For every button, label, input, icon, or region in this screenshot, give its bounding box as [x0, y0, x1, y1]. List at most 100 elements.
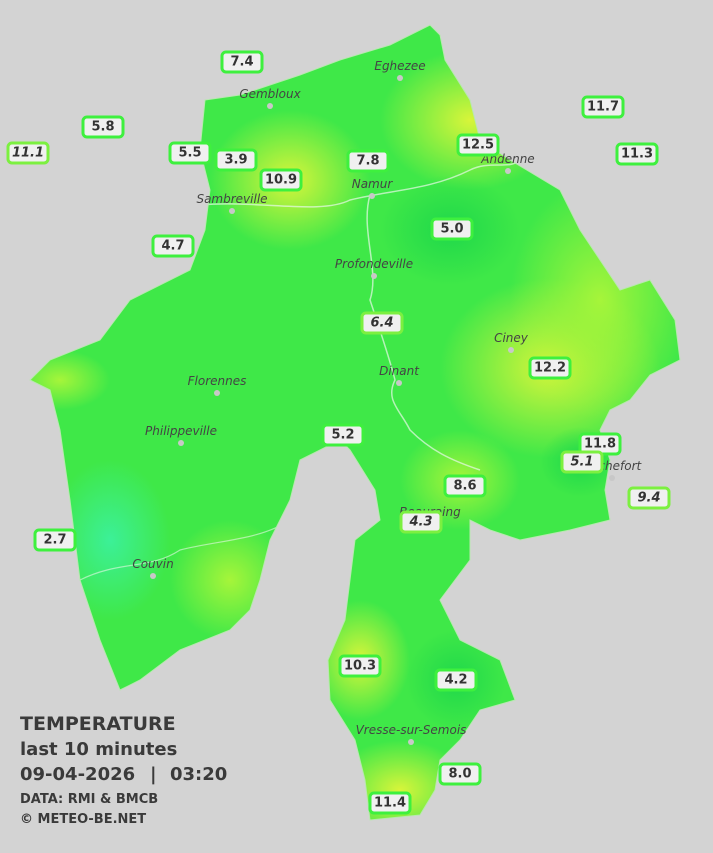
- station-box: [321, 423, 365, 447]
- station: 11.1: [6, 141, 50, 165]
- station-box: [368, 791, 412, 815]
- station-value: 5.5: [178, 146, 201, 161]
- station-value: 7.4: [230, 55, 253, 70]
- station-value: 5.8: [91, 120, 114, 135]
- city-dot: [267, 103, 273, 109]
- station-box: [581, 95, 625, 119]
- station-value: 2.7: [43, 533, 66, 548]
- legend: TEMPERATURE last 10 minutes 09-04-2026 |…: [20, 713, 227, 827]
- station-value: 11.3: [621, 147, 653, 162]
- city-label: Profondeville: [335, 257, 413, 271]
- city-label: Vresse-sur-Semois: [356, 723, 467, 737]
- station: 7.8: [346, 149, 390, 173]
- city-label: Namur: [352, 177, 394, 191]
- station: 11.4: [368, 791, 412, 815]
- station-box: [214, 148, 258, 172]
- station-box: [81, 115, 125, 139]
- station: 4.2: [434, 668, 478, 692]
- station: 7.4: [220, 50, 264, 74]
- station: 4.7: [151, 234, 195, 258]
- legend-separator: |: [150, 764, 157, 785]
- station-value: 4.7: [161, 239, 184, 254]
- station-box: [456, 133, 500, 157]
- station-box: [6, 141, 50, 165]
- city-dot: [408, 739, 414, 745]
- station: 8.0: [438, 762, 482, 786]
- station-value: 5.1: [570, 455, 593, 470]
- station-box: [560, 450, 604, 474]
- station: 12.2: [528, 356, 572, 380]
- city-label: Dinant: [379, 364, 420, 378]
- station-value: 8.0: [448, 767, 471, 782]
- legend-copyright: © METEO-BE.NET: [20, 812, 146, 827]
- city-dot: [505, 168, 511, 174]
- station: 11.3: [615, 142, 659, 166]
- station: 8.6: [443, 474, 487, 498]
- station-value: 6.4: [370, 316, 393, 331]
- station: 11.7: [581, 95, 625, 119]
- station-box: [259, 168, 303, 192]
- station-box: [528, 356, 572, 380]
- station-box: [434, 668, 478, 692]
- station-value: 7.8: [356, 154, 379, 169]
- station: 5.1: [560, 450, 604, 474]
- city-label: Ciney: [494, 331, 529, 345]
- legend-date: 09-04-2026: [20, 764, 135, 785]
- city-dot: [371, 273, 377, 279]
- station-box: [338, 654, 382, 678]
- station-value: 5.2: [331, 428, 354, 443]
- station-box: [615, 142, 659, 166]
- station-value: 10.9: [265, 173, 297, 188]
- station-box: [168, 141, 212, 165]
- station-value: 12.2: [534, 361, 566, 376]
- station: 4.3: [399, 510, 443, 534]
- station: 9.4: [627, 486, 671, 510]
- city-dot: [178, 440, 184, 446]
- station-value: 8.6: [453, 479, 476, 494]
- station-box: [430, 217, 474, 241]
- city-dot: [214, 390, 220, 396]
- station-value: 11.1: [12, 146, 44, 161]
- station-box: [627, 486, 671, 510]
- city-label: Couvin: [132, 557, 173, 571]
- city-dot: [229, 208, 235, 214]
- city-label: Philippeville: [145, 424, 217, 438]
- station-value: 12.5: [462, 138, 494, 153]
- station-value: 4.2: [444, 673, 467, 688]
- city-label: Sambreville: [196, 192, 267, 206]
- station: 5.8: [81, 115, 125, 139]
- city-label: Florennes: [188, 374, 247, 388]
- station: 5.2: [321, 423, 365, 447]
- city-dot: [369, 193, 375, 199]
- city-dot: [397, 75, 403, 81]
- legend-source: DATA: RMI & BMCB: [20, 792, 158, 807]
- station-value: 11.7: [587, 100, 619, 115]
- station-box: [346, 149, 390, 173]
- stations: 7.4 5.8 11.1 5.5 3.9 10.9 7.8 12.5 11.7 11.3 4.7 5.…: [6, 50, 671, 815]
- city-dot: [508, 347, 514, 353]
- station-box: [360, 311, 404, 335]
- legend-time: 03:20: [170, 764, 227, 785]
- city-dot: [609, 475, 615, 481]
- legend-period: last 10 minutes: [20, 739, 177, 760]
- station-box: [438, 762, 482, 786]
- station-value: 9.4: [637, 491, 660, 506]
- station-value: 11.8: [584, 437, 616, 452]
- city-dot: [396, 380, 402, 386]
- station-value: 10.3: [344, 659, 376, 674]
- station: 10.9: [259, 168, 303, 192]
- station-box: [151, 234, 195, 258]
- station: 3.9: [214, 148, 258, 172]
- station: 6.4: [360, 311, 404, 335]
- station-value: 5.0: [440, 222, 463, 237]
- station: 5.5: [168, 141, 212, 165]
- station-box: [399, 510, 443, 534]
- station: 5.0: [430, 217, 474, 241]
- station-value: 3.9: [224, 153, 247, 168]
- station-box: [33, 528, 77, 552]
- city-dot: [150, 573, 156, 579]
- legend-title: TEMPERATURE: [20, 713, 176, 735]
- station-value: 4.3: [408, 515, 432, 530]
- station: 12.5: [456, 133, 500, 157]
